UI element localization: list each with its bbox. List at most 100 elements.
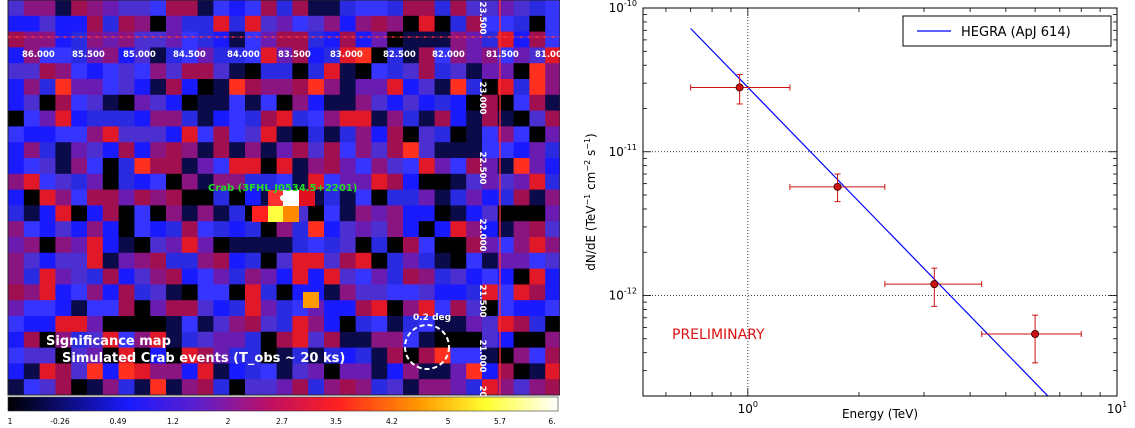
map-pixel bbox=[339, 126, 357, 143]
colorbar-tick-label: 1 bbox=[8, 417, 13, 426]
map-pixel bbox=[55, 347, 72, 364]
map-pixel bbox=[292, 173, 309, 191]
map-pixel bbox=[134, 205, 151, 222]
ra-tick-label: 81.500 bbox=[486, 50, 519, 60]
map-pixel bbox=[513, 94, 530, 112]
map-pixel bbox=[150, 300, 167, 317]
map-pixel bbox=[55, 221, 72, 238]
map-pixel bbox=[71, 316, 88, 333]
y-tick-labels: 10-12 10-11 10-10 bbox=[609, 0, 637, 303]
map-pixel bbox=[55, 79, 72, 96]
map-pixel bbox=[545, 158, 560, 175]
map-pixel bbox=[324, 205, 341, 222]
map-pixel bbox=[324, 268, 341, 285]
map-pixel bbox=[39, 221, 56, 238]
colorbar-tick-label: 1.2 bbox=[167, 417, 179, 426]
map-pixel bbox=[87, 189, 104, 206]
map-pixel bbox=[23, 331, 41, 349]
map-pixel bbox=[418, 15, 436, 33]
ra-tick-label: 84.000 bbox=[227, 50, 260, 60]
map-pixel bbox=[71, 363, 88, 380]
map-pixel bbox=[324, 300, 341, 317]
map-pixel bbox=[87, 205, 104, 222]
map-pixel bbox=[102, 300, 120, 317]
map-pixel bbox=[213, 221, 230, 238]
map-pixel bbox=[339, 142, 357, 159]
map-pixel bbox=[292, 110, 309, 127]
dec-tick-label: 22.000 bbox=[477, 219, 487, 252]
map-pixel bbox=[134, 15, 151, 33]
map-pixel bbox=[23, 158, 41, 175]
map-pixel bbox=[245, 158, 262, 175]
map-pixel bbox=[513, 15, 530, 33]
data-point-marker bbox=[735, 83, 744, 92]
map-pixel bbox=[87, 252, 104, 270]
map-pixel bbox=[71, 252, 88, 270]
map-pixel bbox=[23, 300, 41, 317]
map-pixel bbox=[387, 142, 404, 159]
map-pixel bbox=[166, 63, 183, 80]
map-pixel bbox=[418, 221, 436, 238]
colorbar-tick-label: 4.2 bbox=[386, 417, 398, 426]
map-pixel bbox=[292, 15, 309, 33]
dec-tick-label: 21.000 bbox=[477, 340, 487, 373]
map-pixel bbox=[308, 142, 325, 159]
map-pixel bbox=[39, 252, 56, 270]
map-pixel bbox=[482, 15, 499, 33]
map-pixel bbox=[87, 94, 104, 112]
map-pixel bbox=[87, 173, 104, 191]
map-pixel bbox=[260, 379, 278, 396]
map-pixel bbox=[229, 15, 246, 33]
x-tick-labels: 100 101 bbox=[738, 400, 1128, 416]
map-pixel bbox=[229, 205, 246, 222]
map-pixel bbox=[450, 268, 467, 285]
map-pixel bbox=[529, 237, 546, 254]
map-pixel bbox=[197, 47, 214, 64]
map-pixel-bright bbox=[303, 292, 319, 308]
map-pixel bbox=[434, 300, 451, 317]
map-pixel bbox=[466, 47, 483, 64]
map-pixel bbox=[545, 126, 560, 143]
map-pixel bbox=[529, 252, 546, 270]
map-pixel bbox=[324, 79, 341, 96]
map-pixel bbox=[197, 379, 214, 396]
map-title: Significance map bbox=[46, 334, 171, 349]
map-pixel bbox=[118, 63, 135, 80]
map-pixel bbox=[513, 237, 530, 254]
spectrum-plot: 100 101 10-12 10-11 10-10 Energy (TeV) dN… bbox=[583, 0, 1128, 421]
map-pixel bbox=[387, 347, 404, 364]
map-pixel bbox=[371, 126, 388, 143]
map-pixel bbox=[102, 284, 120, 301]
map-pixel bbox=[245, 331, 262, 349]
map-pixel bbox=[118, 15, 135, 33]
map-pixel bbox=[324, 331, 341, 349]
psf-circle-label: 0.2 deg bbox=[413, 313, 451, 323]
map-pixel bbox=[39, 110, 56, 127]
map-pixel bbox=[260, 0, 278, 17]
map-pixel bbox=[355, 142, 372, 159]
map-pixel bbox=[197, 300, 214, 317]
map-pixel bbox=[181, 31, 199, 48]
map-pixel bbox=[87, 0, 104, 17]
map-pixel bbox=[545, 15, 560, 33]
map-pixel bbox=[450, 189, 467, 206]
map-pixel bbox=[387, 47, 404, 64]
map-pixel bbox=[39, 205, 56, 222]
map-pixel bbox=[308, 331, 325, 349]
map-pixel bbox=[23, 379, 41, 396]
map-pixel bbox=[8, 316, 25, 333]
map-pixel bbox=[8, 363, 25, 380]
map-pixel bbox=[371, 15, 388, 33]
map-pixel bbox=[102, 94, 120, 112]
map-pixel bbox=[529, 347, 546, 364]
map-pixel bbox=[371, 110, 388, 127]
map-pixel bbox=[497, 126, 515, 143]
map-pixel bbox=[181, 363, 199, 380]
map-pixel bbox=[387, 284, 404, 301]
map-pixel bbox=[292, 126, 309, 143]
map-pixel bbox=[403, 331, 420, 349]
map-pixel bbox=[497, 379, 515, 396]
map-pixel bbox=[339, 0, 357, 17]
map-pixel bbox=[213, 63, 230, 80]
map-pixel bbox=[102, 63, 120, 80]
